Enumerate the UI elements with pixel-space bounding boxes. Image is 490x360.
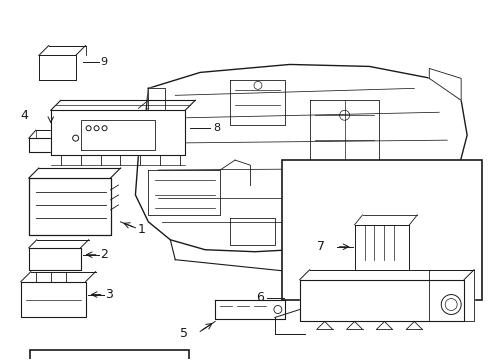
Polygon shape: [434, 185, 461, 215]
Polygon shape: [429, 270, 474, 321]
Text: 4: 4: [21, 109, 29, 122]
Polygon shape: [148, 88, 165, 118]
Text: 8: 8: [213, 123, 220, 133]
Polygon shape: [51, 110, 185, 155]
Polygon shape: [390, 200, 415, 220]
Text: 6: 6: [256, 291, 264, 304]
Bar: [282, 160, 482, 300]
Text: 3: 3: [105, 288, 113, 301]
Polygon shape: [21, 282, 86, 318]
Polygon shape: [29, 178, 111, 235]
Polygon shape: [148, 170, 220, 215]
Polygon shape: [355, 225, 409, 270]
Polygon shape: [429, 68, 461, 100]
Text: 1: 1: [137, 223, 146, 236]
Polygon shape: [81, 120, 155, 150]
Polygon shape: [29, 248, 81, 270]
Polygon shape: [300, 280, 464, 321]
Polygon shape: [135, 64, 467, 252]
Polygon shape: [29, 138, 73, 152]
Polygon shape: [310, 100, 379, 160]
Text: 9: 9: [100, 58, 108, 67]
Polygon shape: [230, 80, 285, 125]
Polygon shape: [230, 218, 275, 245]
Text: 7: 7: [317, 240, 325, 253]
Text: 2: 2: [100, 248, 108, 261]
Bar: [30, 350, 189, 360]
Polygon shape: [215, 300, 285, 319]
Polygon shape: [39, 55, 75, 80]
Text: 5: 5: [180, 327, 188, 340]
